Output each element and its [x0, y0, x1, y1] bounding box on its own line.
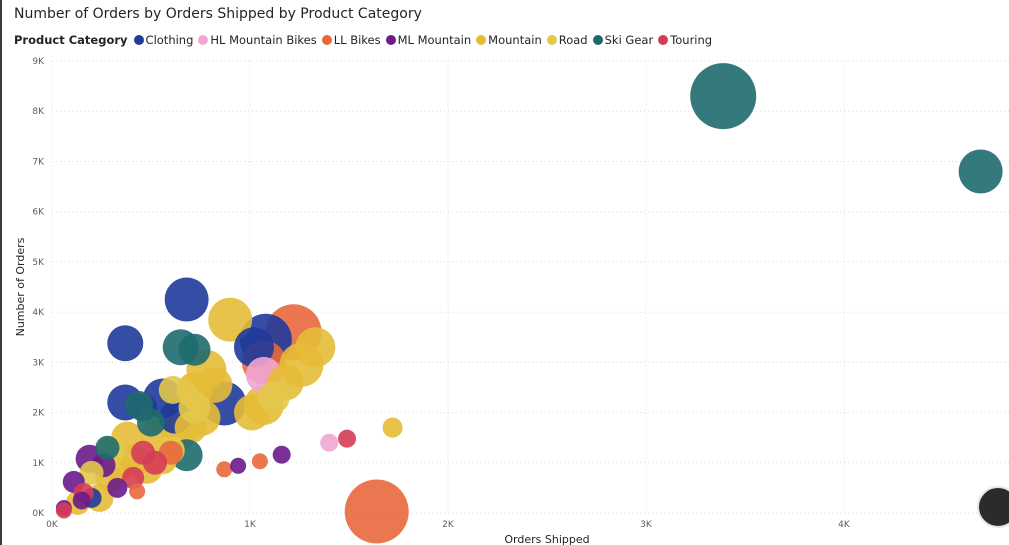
legend-label: LL Bikes: [333, 33, 381, 47]
legend-item-ll-bikes[interactable]: LL Bikes: [321, 33, 381, 47]
data-point-ml-mountain[interactable]: [230, 457, 247, 474]
scroll-button[interactable]: [977, 486, 1009, 528]
grid-lines: [51, 60, 1009, 514]
y-axis-title: Number of Orders: [14, 237, 27, 336]
data-point-touring[interactable]: [142, 450, 167, 475]
y-tick-label: 4K: [32, 308, 45, 318]
data-point-mountain[interactable]: [295, 327, 336, 368]
legend-items: Clothing HL Mountain Bikes LL Bikes ML Moun…: [133, 33, 718, 47]
legend-swatch: [546, 35, 557, 45]
data-points: [55, 63, 1003, 544]
legend-label: Touring: [670, 33, 713, 47]
x-tick-label: 3K: [640, 520, 653, 530]
legend-item-touring[interactable]: Touring: [658, 33, 712, 47]
data-point-ml-mountain[interactable]: [72, 491, 91, 510]
legend-label: Ski Gear: [604, 33, 654, 47]
data-point-road[interactable]: [257, 381, 290, 414]
data-point-ski-gear[interactable]: [95, 435, 120, 460]
x-tick-label: 2K: [442, 520, 455, 530]
legend-label: HL Mountain Bikes: [210, 33, 317, 47]
data-point-ll-bikes[interactable]: [129, 483, 146, 500]
y-tick-label: 7K: [32, 157, 45, 167]
data-point-touring[interactable]: [122, 466, 145, 489]
y-tick-label: 0K: [32, 509, 45, 519]
legend-swatch: [385, 35, 396, 45]
data-point-hl-mountain-bikes[interactable]: [320, 433, 339, 452]
data-point-clothing[interactable]: [107, 325, 144, 362]
data-point-mountain[interactable]: [196, 366, 233, 403]
data-point-ll-bikes[interactable]: [216, 461, 233, 478]
legend-item-hl-mountain-bikes[interactable]: HL Mountain Bikes: [198, 33, 317, 47]
data-point-ml-mountain[interactable]: [107, 477, 128, 498]
chart-legend: Product Category Clothing HL Mountain Bik…: [14, 33, 717, 47]
data-point-ski-gear[interactable]: [178, 333, 211, 366]
data-point-ski-gear[interactable]: [958, 149, 1003, 194]
chart-title: Number of Orders by Orders Shipped by Pr…: [14, 6, 422, 22]
legend-title: Product Category: [14, 33, 128, 47]
legend-item-clothing[interactable]: Clothing: [133, 33, 194, 47]
window-left-edge: [0, 0, 2, 545]
legend-swatch: [321, 35, 332, 45]
data-point-touring[interactable]: [55, 502, 72, 519]
y-tick-label: 9K: [32, 57, 45, 67]
x-axis-title: Orders Shipped: [504, 533, 589, 545]
y-tick-label: 2K: [32, 409, 45, 419]
legend-swatch: [198, 35, 209, 45]
x-tick-labels: 0K 1K 2K 3K 4K: [46, 520, 851, 530]
data-point-ski-gear[interactable]: [137, 408, 165, 437]
data-point-mountain[interactable]: [382, 417, 403, 438]
data-point-ski-gear[interactable]: [690, 63, 757, 130]
y-tick-labels: 0K 1K 2K 3K 4K 5K 6K 7K 8K 9K: [32, 57, 45, 519]
y-tick-label: 1K: [32, 459, 45, 469]
legend-label: Road: [558, 33, 588, 47]
legend-swatch: [592, 35, 603, 45]
data-point-road[interactable]: [178, 391, 211, 424]
data-point-ll-bikes[interactable]: [251, 453, 268, 470]
y-tick-label: 8K: [32, 107, 45, 117]
legend-swatch: [133, 35, 144, 45]
data-point-ll-bikes[interactable]: [344, 479, 409, 544]
legend-item-ml-mountain[interactable]: ML Mountain: [385, 33, 472, 47]
data-point-touring[interactable]: [338, 429, 357, 448]
data-point-clothing[interactable]: [164, 277, 209, 322]
legend-label: Clothing: [145, 33, 194, 47]
x-tick-label: 1K: [244, 520, 257, 530]
legend-item-road[interactable]: Road: [546, 33, 588, 47]
legend-item-mountain[interactable]: Mountain: [476, 33, 542, 47]
legend-swatch: [476, 35, 487, 45]
y-tick-label: 5K: [32, 258, 45, 268]
data-point-mountain[interactable]: [208, 297, 253, 342]
legend-label: Mountain: [488, 33, 542, 47]
y-tick-label: 6K: [32, 208, 45, 218]
legend-swatch: [658, 35, 669, 45]
legend-item-ski-gear[interactable]: Ski Gear: [592, 33, 654, 47]
legend-label: ML Mountain: [397, 33, 472, 47]
data-point-ml-mountain[interactable]: [272, 445, 291, 464]
x-tick-label: 4K: [838, 520, 851, 530]
x-tick-label: 0K: [46, 520, 59, 530]
data-point-road[interactable]: [79, 460, 104, 485]
y-tick-label: 3K: [32, 358, 45, 368]
data-point-road[interactable]: [158, 375, 187, 404]
